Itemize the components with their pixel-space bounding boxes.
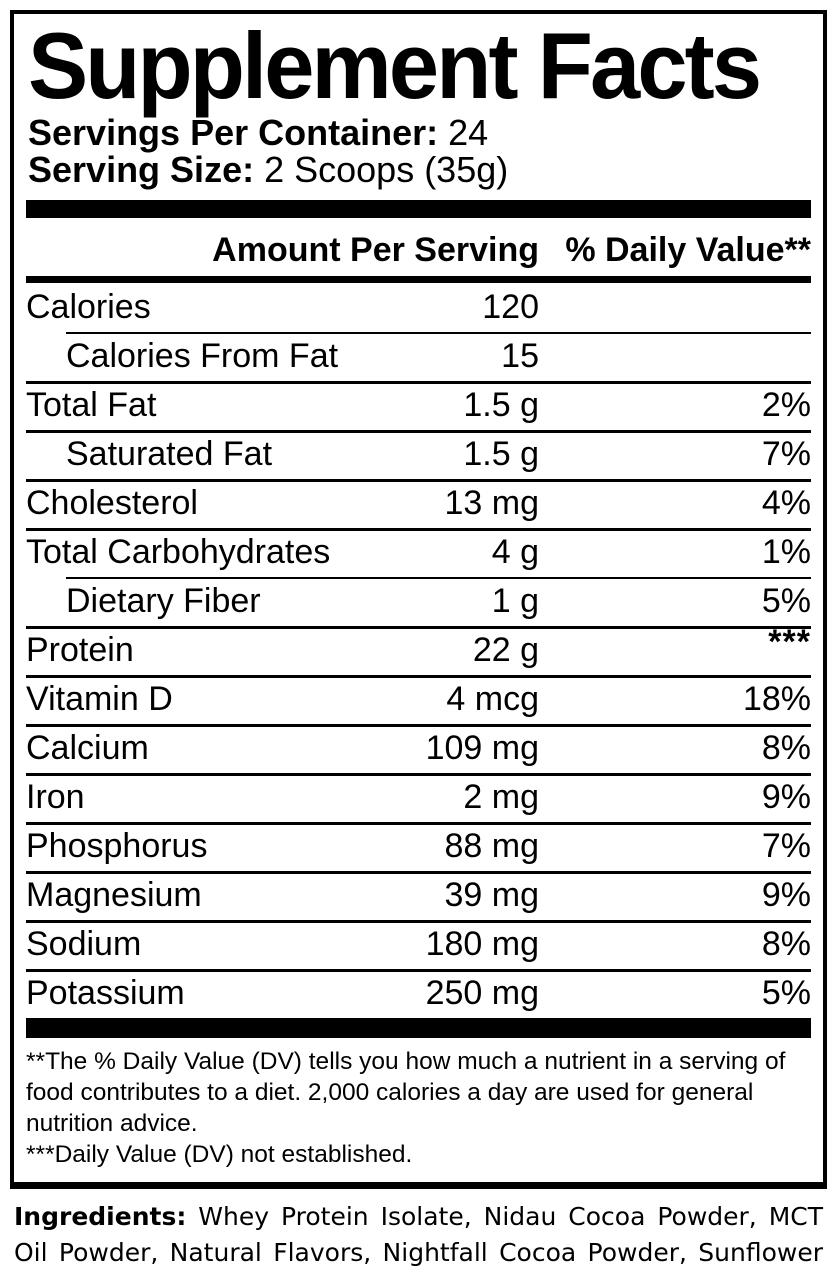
ingredients-paragraph: Ingredients: Whey Protein Isolate, Nidau… xyxy=(14,1199,823,1276)
serving-size-label: Serving Size: xyxy=(28,149,255,190)
separator-bar-bottom xyxy=(26,1018,811,1038)
nutrient-row: Calories From Fat 15 xyxy=(26,332,811,381)
footnote-not-established: ***Daily Value (DV) not established. xyxy=(26,1141,413,1168)
nutrient-amount: 120 xyxy=(482,288,539,326)
nutrient-row: Vitamin D 4 mcg 18% xyxy=(26,675,811,724)
nutrient-row: Total Fat 1.5 g 2% xyxy=(26,381,811,430)
nutrient-row: Sodium 180 mg 8% xyxy=(26,920,811,969)
supplement-label-page: Supplement Facts Servings Per Container:… xyxy=(0,10,837,1276)
nutrient-amount: 1.5 g xyxy=(463,435,539,473)
ingredients-section: Ingredients: Whey Protein Isolate, Nidau… xyxy=(14,1199,823,1276)
nutrient-row: Phosphorus 88 mg 7% xyxy=(26,822,811,871)
nutrient-name: Saturated Fat xyxy=(66,435,273,473)
nutrient-daily-value: 5% xyxy=(761,974,811,1012)
column-header-amount: Amount Per Serving xyxy=(212,231,539,269)
nutrient-daily-value: 2% xyxy=(761,386,811,424)
servings-per-container-line: Servings Per Container: 24 xyxy=(28,114,811,151)
nutrient-name: Total Fat xyxy=(26,386,157,424)
nutrient-amount: 250 mg xyxy=(425,974,539,1012)
nutrient-name: Calories From Fat xyxy=(66,337,339,375)
ingredients-text: Whey Protein Isolate, Nidau Cocoa Powder… xyxy=(14,1202,823,1276)
nutrient-row: Cholesterol 13 mg 4% xyxy=(26,479,811,528)
nutrient-name: Protein xyxy=(26,631,134,669)
nutrient-amount: 2 mg xyxy=(463,778,539,816)
nutrient-daily-value: 4% xyxy=(761,484,811,522)
nutrient-row: Magnesium 39 mg 9% xyxy=(26,871,811,920)
nutrient-daily-value: 9% xyxy=(761,876,811,914)
nutrient-row: Protein 22 g *** xyxy=(26,623,811,675)
nutrient-name: Calcium xyxy=(26,729,149,767)
nutrient-row: Calories 120 xyxy=(26,283,811,332)
label-title: Supplement Facts xyxy=(28,13,762,118)
nutrient-name: Dietary Fiber xyxy=(66,582,261,620)
nutrient-name: Total Carbohydrates xyxy=(26,533,331,571)
ingredients-label: Ingredients: xyxy=(14,1202,187,1231)
supplement-facts-panel: Supplement Facts Servings Per Container:… xyxy=(10,10,827,1189)
nutrient-daily-value: 9% xyxy=(761,778,811,816)
nutrient-row: Dietary Fiber 1 g 5% xyxy=(26,577,811,626)
nutrient-daily-value: 1% xyxy=(761,533,811,571)
nutrient-table: Calories 120 Calories From Fat 15 Total … xyxy=(26,283,811,1018)
servings-per-container-label: Servings Per Container: xyxy=(28,112,439,153)
nutrient-row: Calcium 109 mg 8% xyxy=(26,724,811,773)
nutrient-daily-value: 18% xyxy=(742,680,811,718)
nutrient-name: Phosphorus xyxy=(26,827,208,865)
nutrient-amount: 4 g xyxy=(491,533,539,571)
nutrient-daily-value: 5% xyxy=(761,582,811,620)
nutrient-amount: 15 xyxy=(501,337,539,375)
nutrient-amount: 22 g xyxy=(472,631,539,669)
separator-bar-top xyxy=(26,200,811,218)
nutrient-amount: 180 mg xyxy=(425,925,539,963)
nutrient-amount: 39 mg xyxy=(444,876,540,914)
nutrient-name: Potassium xyxy=(26,974,185,1012)
nutrient-amount: 1.5 g xyxy=(463,386,539,424)
nutrient-name: Iron xyxy=(26,778,85,816)
nutrient-name: Vitamin D xyxy=(26,680,173,718)
column-header-daily-value: % Daily Value** xyxy=(565,231,811,269)
nutrient-amount: 1 g xyxy=(491,582,539,620)
nutrient-name: Magnesium xyxy=(26,876,202,914)
footnotes: **The % Daily Value (DV) tells you how m… xyxy=(26,1046,811,1170)
nutrient-daily-value: 8% xyxy=(761,925,811,963)
nutrient-daily-value: 8% xyxy=(761,729,811,767)
nutrient-row: Iron 2 mg 9% xyxy=(26,773,811,822)
nutrient-daily-value: *** xyxy=(768,623,811,661)
nutrient-amount: 109 mg xyxy=(425,729,539,767)
nutrient-name: Cholesterol xyxy=(26,484,198,522)
nutrient-name: Sodium xyxy=(26,925,142,963)
nutrient-amount: 4 mcg xyxy=(446,680,539,718)
nutrient-row: Saturated Fat 1.5 g 7% xyxy=(26,430,811,479)
footnote-daily-value: **The % Daily Value (DV) tells you how m… xyxy=(26,1048,786,1137)
nutrient-row: Potassium 250 mg 5% xyxy=(26,969,811,1018)
nutrient-row: Total Carbohydrates 4 g 1% xyxy=(26,528,811,577)
nutrient-amount: 13 mg xyxy=(444,484,540,522)
nutrient-name: Calories xyxy=(26,288,151,326)
table-header-row: Amount Per Serving % Daily Value** xyxy=(26,228,811,276)
serving-size-value: 2 Scoops (35g) xyxy=(264,149,509,190)
nutrient-daily-value xyxy=(539,290,811,324)
nutrient-amount: 88 mg xyxy=(444,827,540,865)
nutrient-daily-value: 7% xyxy=(761,827,811,865)
nutrient-daily-value xyxy=(539,339,811,373)
servings-per-container-value: 24 xyxy=(448,112,489,153)
header-rule xyxy=(26,276,811,283)
serving-size-line: Serving Size: 2 Scoops (35g) xyxy=(28,151,811,188)
nutrient-daily-value: 7% xyxy=(761,435,811,473)
